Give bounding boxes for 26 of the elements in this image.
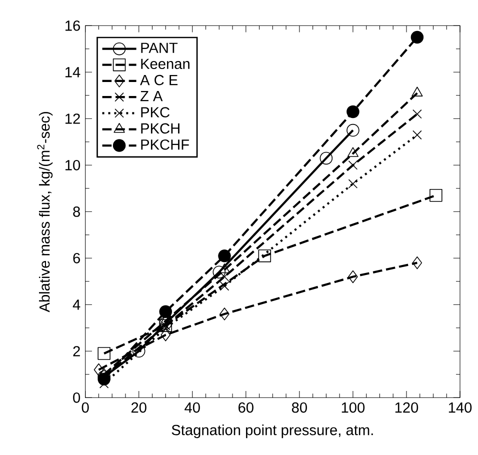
- y-tick-label: 8: [73, 206, 80, 217]
- y-tick-label: 4: [72, 300, 80, 310]
- x-tick-label: 0: [82, 402, 89, 413]
- y-tick-label: 16: [65, 20, 80, 31]
- x-tick-label: 140: [448, 402, 472, 413]
- y-tick-label: 2: [73, 346, 80, 356]
- y-tick-label: 14: [65, 67, 80, 78]
- legend-label: Z A: [140, 91, 163, 102]
- x-tick-label: 120: [395, 402, 418, 413]
- y-tick-label: 10: [65, 160, 80, 170]
- x-tick-label: 40: [184, 402, 200, 413]
- x-tick-label: 60: [238, 402, 254, 413]
- y-axis-title: Ablative mass flux, kg/(m$^{2}$-sec): [37, 112, 53, 312]
- legend-label: PANT: [141, 42, 178, 53]
- x-axis-title: Stagnation point pressure, atm.: [172, 424, 373, 438]
- y-tick-label: 0: [73, 392, 80, 403]
- legend-label: PKCH: [141, 123, 180, 134]
- x-tick-label: 100: [342, 402, 365, 413]
- legend-label: PKCHF: [141, 139, 189, 150]
- x-tick-label: 80: [292, 402, 307, 413]
- y-tick-label: 12: [65, 114, 80, 124]
- legend-label: A C E: [140, 74, 178, 86]
- legend-label: PKC: [141, 107, 170, 118]
- x-tick-label: 20: [131, 402, 146, 413]
- legend-label: Keenan: [141, 58, 190, 70]
- y-tick-label: 6: [73, 253, 80, 264]
